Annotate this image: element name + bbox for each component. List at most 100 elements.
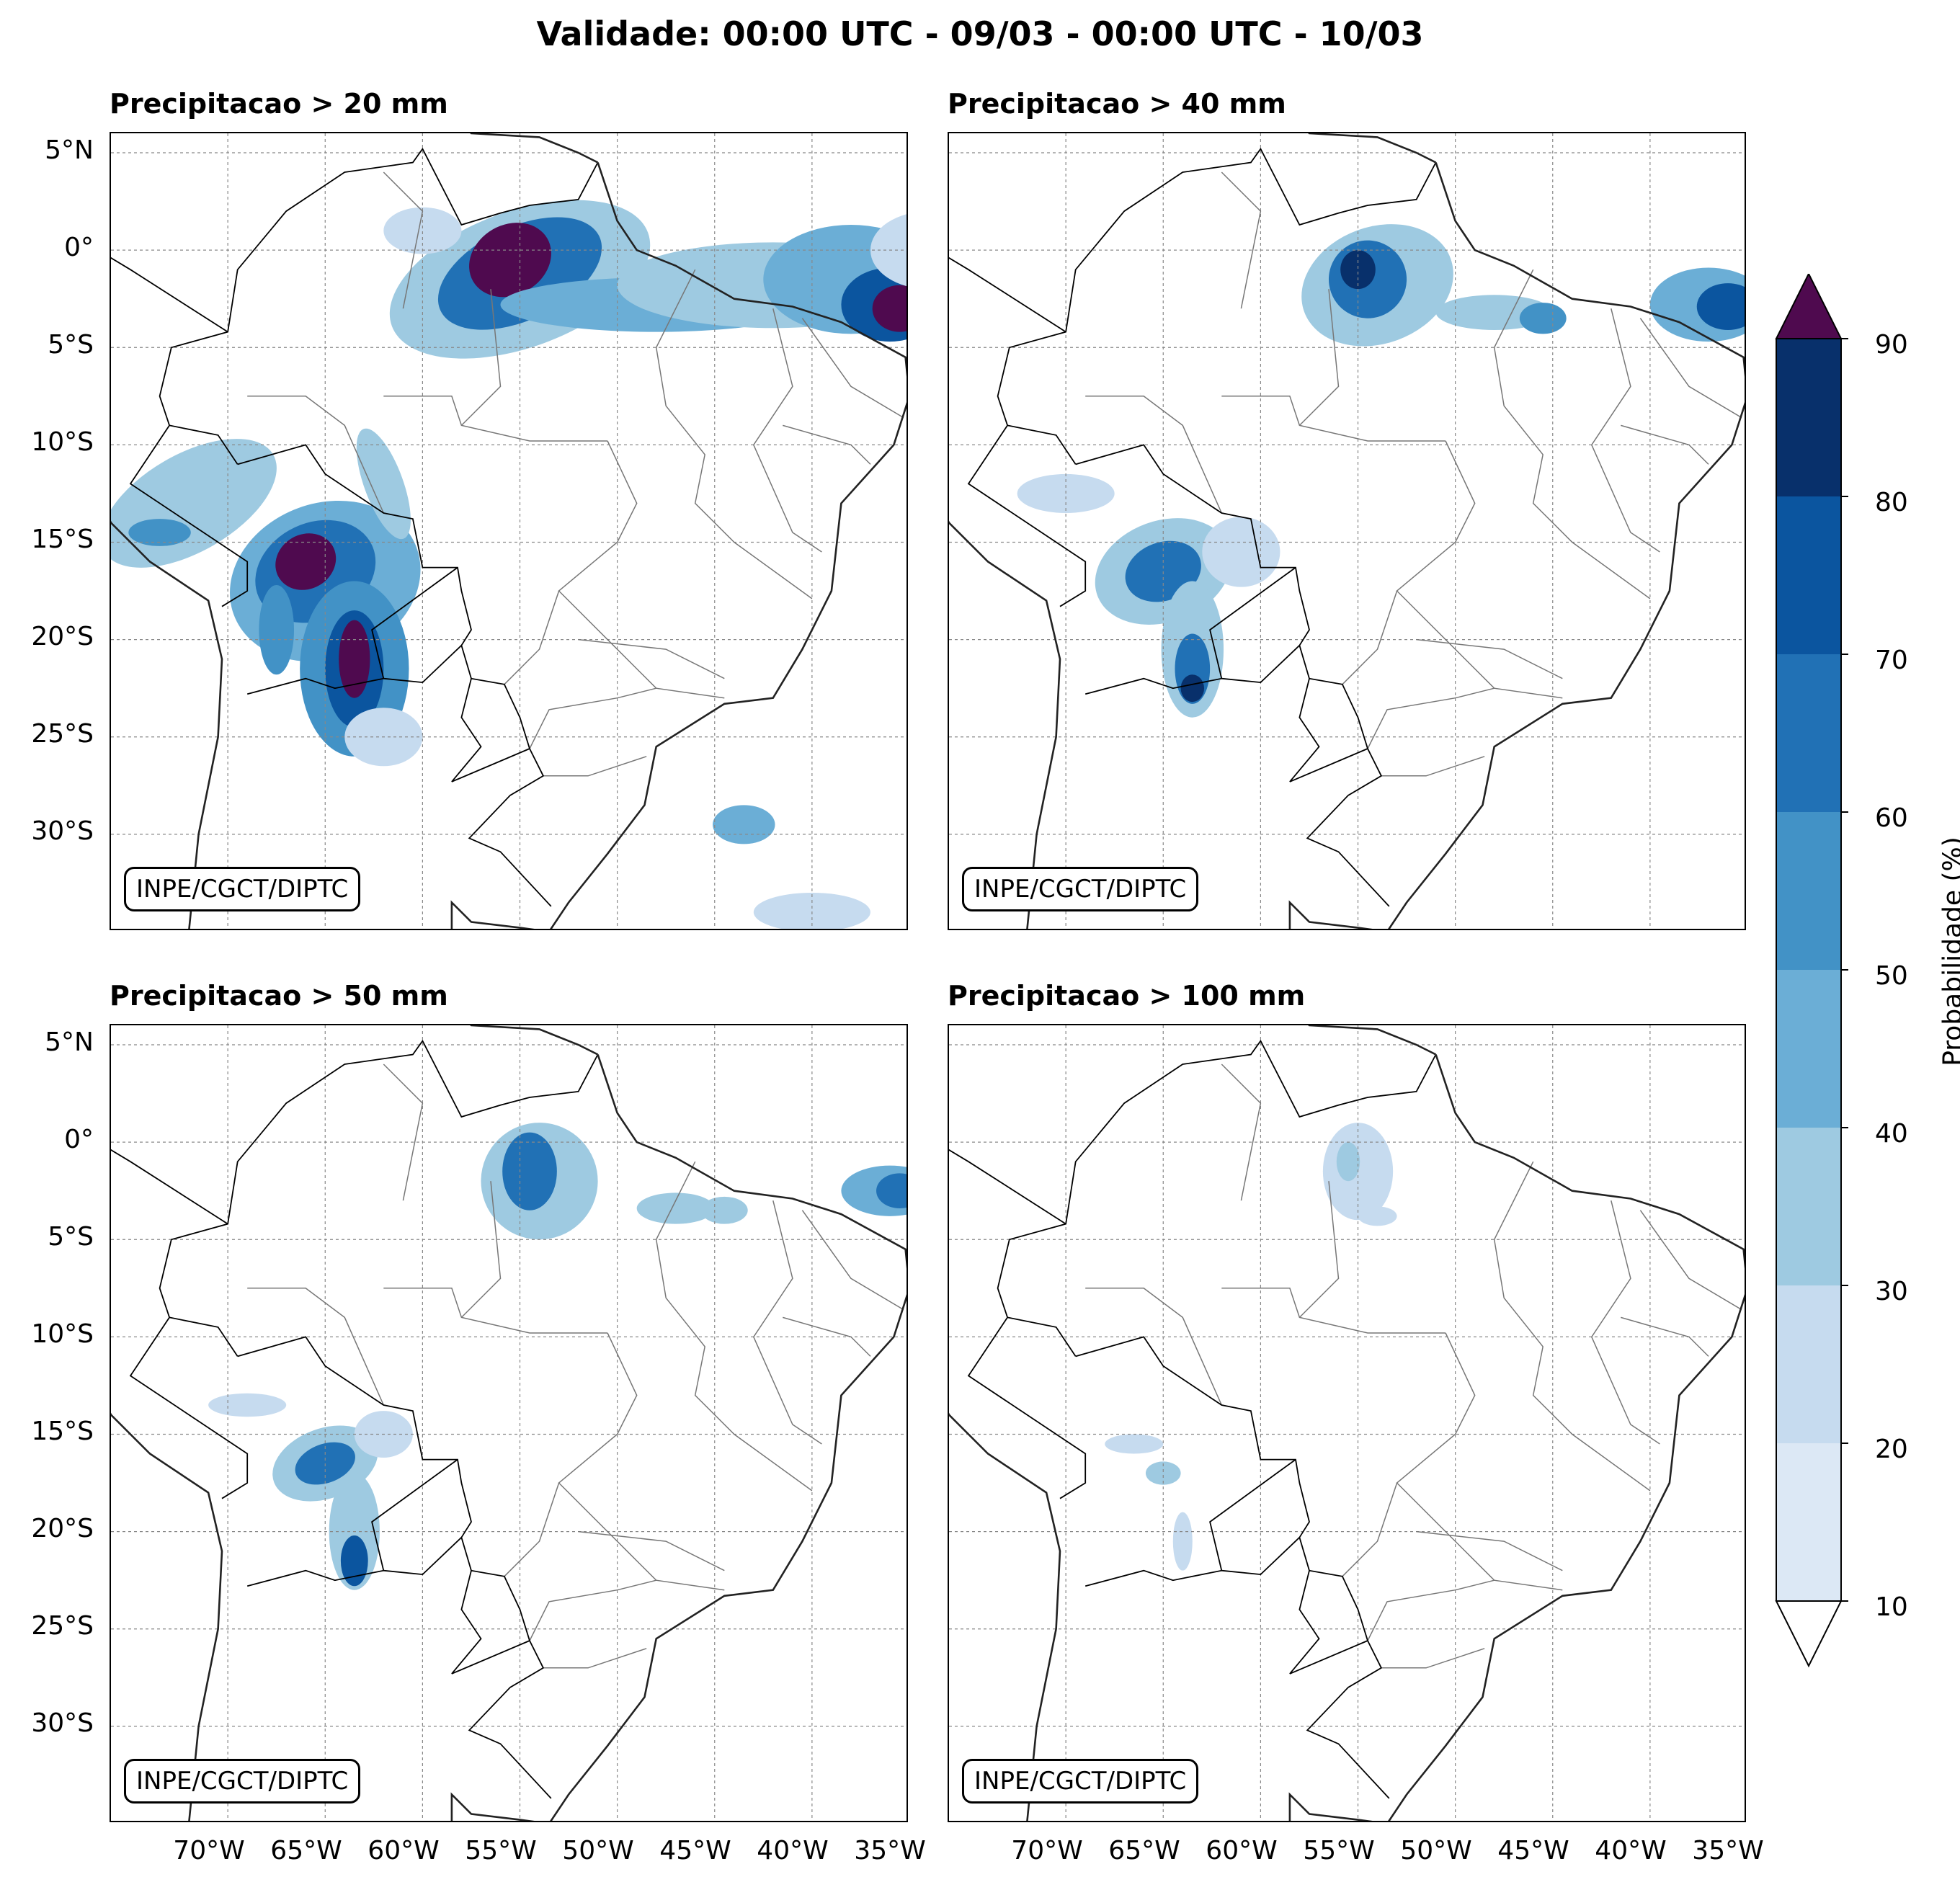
credit-badge: INPE/CGCT/DIPTC [124,867,361,911]
coastline [949,133,1745,929]
state-borders [247,171,904,777]
state-border [1221,1064,1262,1201]
lat-tick-label: 0° [64,233,94,262]
lon-tick-label: 55°W [1303,1836,1375,1865]
coastline-segment [1288,1792,1373,1821]
lon-tick-label: 40°W [1595,1836,1667,1865]
colorbar-segment [1776,1285,1841,1443]
country-border [237,1336,552,1799]
panel-title-20mm: Precipitacao > 20 mm [110,88,448,120]
lat-tick-label: 10°S [31,427,94,457]
probability-region [1519,303,1567,334]
state-border [783,1316,871,1357]
coastline [111,133,906,929]
colorbar-tick-label: 40 [1875,1119,1908,1149]
coastline-segment [1308,1025,1437,1056]
state-border [543,756,647,777]
probability-region [1145,1461,1181,1485]
country-border [129,1316,249,1499]
probability-region [469,223,551,298]
lat-tick-label: 30°S [31,1708,94,1738]
state-border [578,638,725,679]
lon-tick-label: 55°W [465,1836,537,1865]
state-border [1621,424,1709,465]
credit-badge: INPE/CGCT/DIPTC [124,1759,361,1804]
state-border [1416,638,1563,679]
country-border [451,1570,530,1675]
state-border [247,396,384,514]
state-border [801,318,904,419]
map-canvas [949,1025,1745,1821]
map-panel-20mm: INPE/CGCT/DIPTC [110,132,908,930]
lon-tick-label: 70°W [1011,1836,1083,1865]
probability-region [356,428,411,540]
map-canvas [949,133,1745,929]
country-border [1221,1537,1301,1576]
colorbar-tick-label: 70 [1875,646,1908,675]
state-border [752,1200,822,1445]
state-border [801,1210,904,1311]
probability-region [1202,517,1280,587]
map-canvas [111,133,906,929]
colorbar-tick-label: 60 [1875,803,1908,833]
state-border [1416,1530,1563,1571]
country-border [246,1458,458,1587]
colorbar-tick-label: 10 [1875,1592,1908,1622]
lon-tick-label: 65°W [270,1836,342,1865]
lat-tick-label: 10°S [31,1319,94,1349]
colorbar-segment [1776,1443,1841,1601]
coastline-segment [1308,133,1437,164]
panel-title-40mm: Precipitacao > 40 mm [948,88,1286,120]
state-border [1221,1288,1446,1334]
lon-tick-label: 45°W [659,1836,731,1865]
state-border [655,1161,813,1492]
state-border [383,171,424,309]
lat-tick-label: 25°S [31,719,94,749]
state-border [383,1064,424,1201]
probability-field [111,200,906,929]
lon-tick-label: 50°W [1400,1836,1472,1865]
map-panel-100mm: INPE/CGCT/DIPTC [948,1024,1746,1822]
state-border [1298,1181,1340,1318]
map-canvas [111,1025,906,1821]
state-border [1621,1316,1709,1357]
state-border [1639,1210,1742,1311]
country-border [111,257,228,333]
probability-region [872,285,906,332]
credit-badge: INPE/CGCT/DIPTC [962,1759,1199,1804]
lat-tick-label: 15°S [31,1417,94,1446]
lon-tick-label: 35°W [1692,1836,1764,1865]
probability-region [1172,1512,1193,1571]
lat-tick-label: 15°S [31,525,94,554]
gridlines [949,133,1745,929]
colorbar-tick-label: 50 [1875,961,1908,991]
state-border [460,1181,502,1318]
probability-region [502,1132,557,1211]
state-border [247,1288,384,1406]
state-border [1342,590,1398,685]
lon-tick-label: 65°W [1108,1836,1180,1865]
probability-region [259,584,295,675]
state-border [1367,1579,1494,1641]
lon-tick-label: 45°W [1497,1836,1569,1865]
state-borders [1085,1064,1742,1669]
country-border [383,1537,463,1576]
state-border [1381,756,1485,777]
state-border [543,1648,647,1669]
country-borders [949,147,1437,907]
colorbar-tick-label: 90 [1875,330,1908,360]
state-border [1590,1200,1660,1445]
panel-title-100mm: Precipitacao > 100 mm [948,980,1306,1012]
state-border [655,269,813,599]
colorbar-tick-label: 20 [1875,1435,1908,1464]
country-border [1289,678,1368,783]
coastline-segment [470,133,599,164]
country-border [967,424,1087,607]
country-border [949,1149,1066,1225]
lon-tick-label: 40°W [757,1836,829,1865]
probability-region [340,1535,368,1587]
country-border [111,1149,228,1225]
lat-tick-label: 30°S [31,816,94,846]
lat-tick-label: 20°S [31,622,94,651]
colorbar-extend-min [1775,1600,1843,1668]
